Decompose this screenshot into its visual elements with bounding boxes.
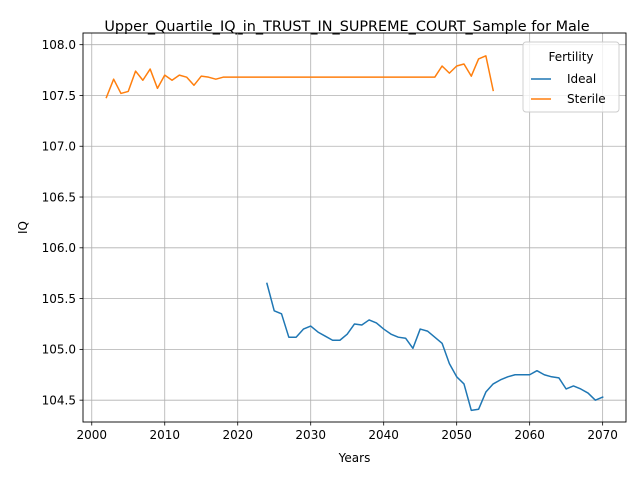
legend-label-sterile: Sterile xyxy=(567,92,606,106)
y-axis-label: IQ xyxy=(16,221,30,234)
x-axis-label: Years xyxy=(338,451,371,465)
legend: Fertility Ideal Sterile xyxy=(522,41,620,113)
x-tick-label: 2060 xyxy=(514,428,545,442)
y-tick-label: 108.0 xyxy=(42,38,76,52)
x-tick-label: 2070 xyxy=(587,428,618,442)
legend-box xyxy=(522,41,620,113)
y-tick-label: 105.5 xyxy=(42,292,76,306)
x-tick-label: 2010 xyxy=(149,428,180,442)
chart-title: Upper_Quartile_IQ_in_TRUST_IN_SUPREME_CO… xyxy=(104,19,589,35)
axis-ticks: 2000 2010 2020 2030 2040 2050 2060 2070 104.5 105… xyxy=(42,38,618,442)
y-tick-label: 107.0 xyxy=(42,140,76,154)
x-tick-label: 2020 xyxy=(222,428,253,442)
y-tick-label: 104.5 xyxy=(42,393,76,407)
legend-title: Fertility xyxy=(548,50,593,64)
plot-frame xyxy=(82,32,627,423)
x-tick-label: 2030 xyxy=(295,428,326,442)
y-tick-label: 106.0 xyxy=(42,241,76,255)
x-tick-label: 2000 xyxy=(76,428,107,442)
grid xyxy=(83,33,626,422)
series-line-ideal xyxy=(266,282,604,412)
series-layer xyxy=(105,55,604,412)
y-tick-label: 106.5 xyxy=(42,190,76,204)
y-tick-label: 105.0 xyxy=(42,343,76,357)
legend-label-ideal: Ideal xyxy=(567,72,596,86)
x-tick-label: 2050 xyxy=(441,428,472,442)
y-tick-label: 107.5 xyxy=(42,89,76,103)
series-line-sterile xyxy=(105,55,495,99)
x-tick-label: 2040 xyxy=(368,428,399,442)
